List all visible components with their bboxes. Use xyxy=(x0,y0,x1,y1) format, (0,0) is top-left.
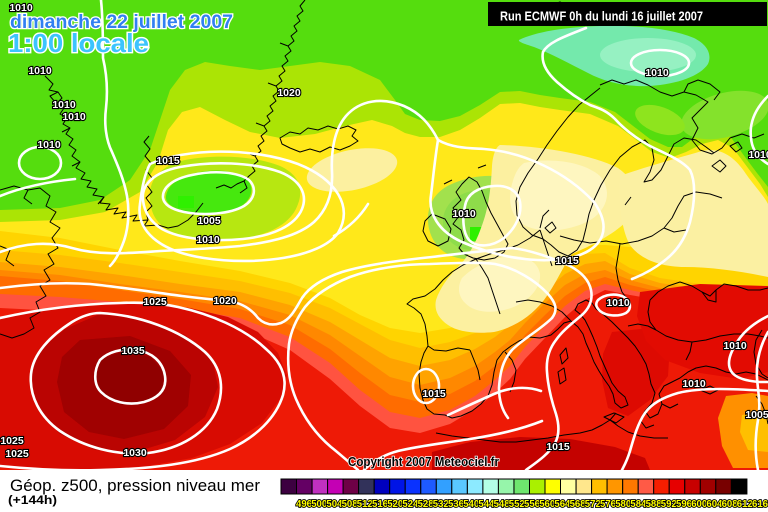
svg-text:600: 600 xyxy=(691,499,707,510)
svg-text:1010: 1010 xyxy=(748,149,768,161)
svg-text:1020: 1020 xyxy=(213,295,237,307)
svg-text:1010: 1010 xyxy=(682,378,706,390)
svg-text:1010: 1010 xyxy=(37,139,61,151)
svg-text:536: 536 xyxy=(448,499,464,510)
svg-text:512: 512 xyxy=(357,499,373,510)
svg-text:572: 572 xyxy=(585,499,601,510)
svg-text:528: 528 xyxy=(418,499,434,510)
svg-text:1:00 locale: 1:00 locale xyxy=(8,28,149,58)
svg-text:1015: 1015 xyxy=(555,255,579,267)
svg-text:520: 520 xyxy=(387,499,403,510)
svg-text:516: 516 xyxy=(372,499,388,510)
svg-text:1005: 1005 xyxy=(197,215,221,227)
svg-text:604: 604 xyxy=(706,499,722,510)
svg-text:524: 524 xyxy=(402,499,418,510)
svg-text:Copyright 2007 Meteociel.fr: Copyright 2007 Meteociel.fr xyxy=(348,455,499,469)
svg-text:552: 552 xyxy=(509,499,525,510)
svg-text:592: 592 xyxy=(661,499,677,510)
svg-text:1035: 1035 xyxy=(121,345,145,357)
svg-text:532: 532 xyxy=(433,499,449,510)
svg-text:(+144h): (+144h) xyxy=(8,493,57,507)
svg-text:1010: 1010 xyxy=(196,234,220,246)
svg-text:560: 560 xyxy=(539,499,555,510)
svg-text:1010: 1010 xyxy=(28,65,52,77)
svg-text:1010: 1010 xyxy=(723,340,747,352)
svg-text:588: 588 xyxy=(646,499,662,510)
svg-text:508: 508 xyxy=(342,499,358,510)
svg-text:1025: 1025 xyxy=(5,448,29,460)
svg-text:584: 584 xyxy=(630,499,646,510)
svg-text:1025: 1025 xyxy=(0,435,24,447)
svg-text:1010: 1010 xyxy=(52,99,76,111)
svg-text:504: 504 xyxy=(326,499,342,510)
svg-text:496: 496 xyxy=(296,499,312,510)
svg-text:596: 596 xyxy=(676,499,692,510)
svg-text:Run ECMWF 0h du lundi 16 juill: Run ECMWF 0h du lundi 16 juillet 2007 xyxy=(500,9,703,24)
svg-text:1015: 1015 xyxy=(156,155,180,167)
svg-text:1030: 1030 xyxy=(123,447,147,459)
svg-text:1005: 1005 xyxy=(745,409,768,421)
svg-text:608: 608 xyxy=(722,499,738,510)
svg-text:1015: 1015 xyxy=(422,388,446,400)
svg-text:1015: 1015 xyxy=(546,441,570,453)
svg-text:540: 540 xyxy=(463,499,479,510)
svg-text:568: 568 xyxy=(570,499,586,510)
svg-text:1020: 1020 xyxy=(277,87,301,99)
svg-text:1010: 1010 xyxy=(606,297,630,309)
svg-text:576: 576 xyxy=(600,499,616,510)
svg-text:556: 556 xyxy=(524,499,540,510)
svg-text:544: 544 xyxy=(478,499,494,510)
svg-text:1025: 1025 xyxy=(143,296,167,308)
svg-text:1010: 1010 xyxy=(645,67,669,79)
svg-text:1010: 1010 xyxy=(62,111,86,123)
svg-text:616: 616 xyxy=(752,499,768,510)
svg-text:1010: 1010 xyxy=(452,208,476,220)
svg-text:580: 580 xyxy=(615,499,631,510)
svg-text:564: 564 xyxy=(554,499,570,510)
svg-text:612: 612 xyxy=(737,499,753,510)
svg-text:1010: 1010 xyxy=(9,2,33,14)
svg-text:548: 548 xyxy=(494,499,510,510)
svg-text:500: 500 xyxy=(311,499,327,510)
svg-text:Géop. z500, pression niveau me: Géop. z500, pression niveau mer xyxy=(10,476,260,495)
svg-text:dimanche 22 juillet 2007: dimanche 22 juillet 2007 xyxy=(10,11,233,33)
